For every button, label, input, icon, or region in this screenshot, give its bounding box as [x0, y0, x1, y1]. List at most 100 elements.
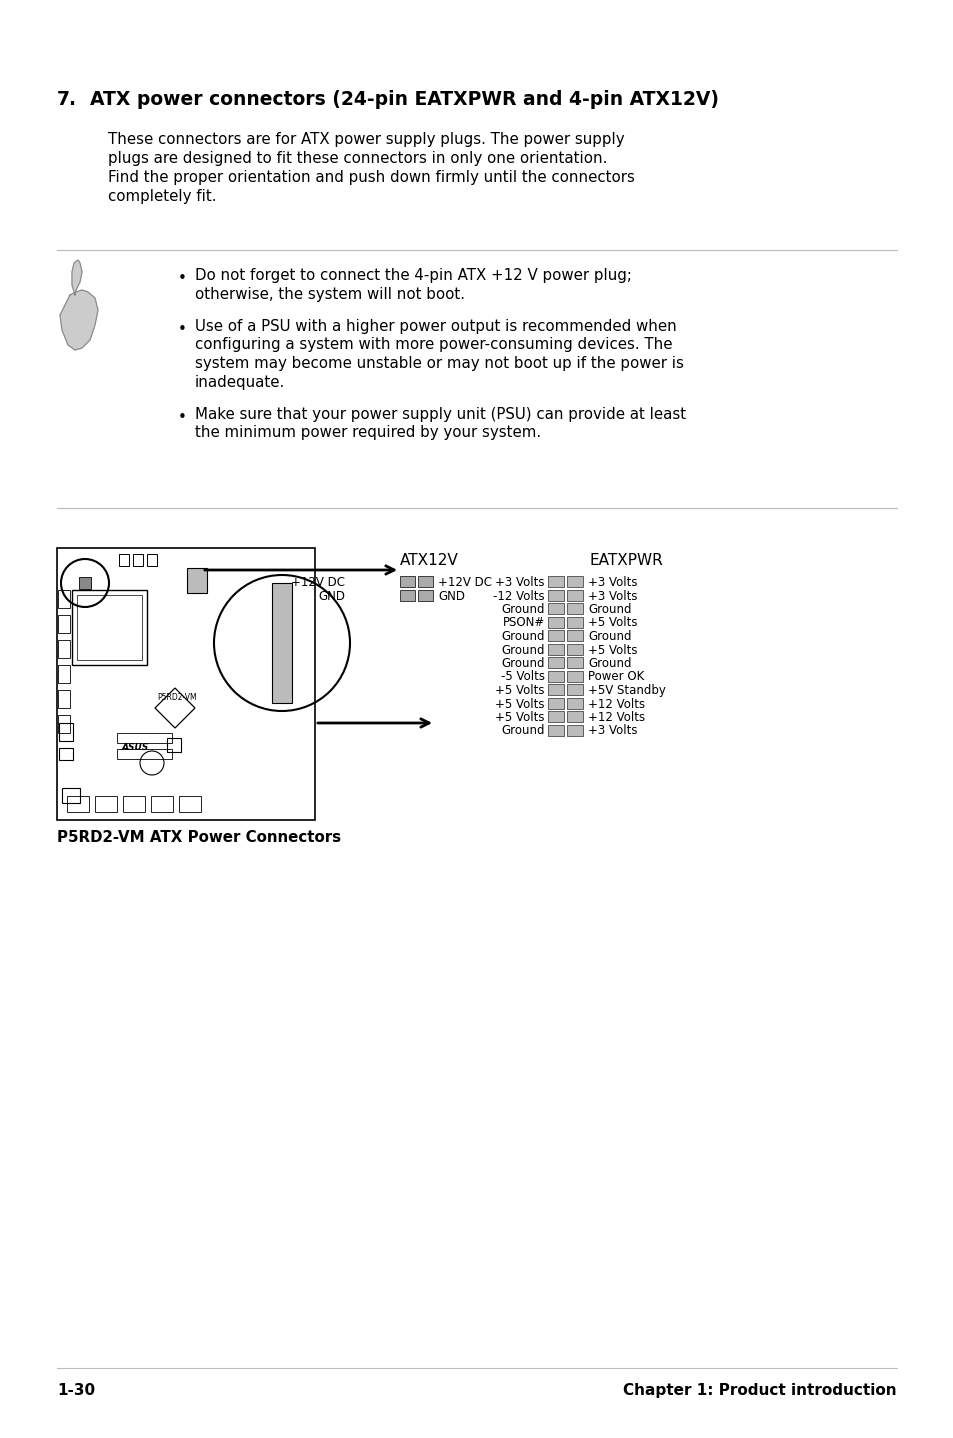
Text: GND: GND	[437, 590, 464, 603]
Text: Ground: Ground	[501, 643, 544, 657]
Text: +5V Standby: +5V Standby	[587, 684, 665, 697]
Bar	[95, 797, 117, 812]
Bar	[547, 590, 563, 601]
Bar	[417, 590, 433, 601]
Text: EATXPWR: EATXPWR	[589, 554, 663, 568]
Bar	[67, 797, 89, 812]
Bar	[119, 554, 129, 567]
Text: Ground: Ground	[501, 603, 544, 615]
Text: Ground: Ground	[587, 630, 631, 643]
Bar	[272, 582, 292, 703]
Bar	[59, 748, 73, 761]
Text: •: •	[178, 322, 187, 336]
Text: Find the proper orientation and push down firmly until the connectors: Find the proper orientation and push dow…	[108, 170, 634, 186]
Bar	[547, 684, 563, 695]
Text: +3 Volts: +3 Volts	[495, 577, 544, 590]
Text: Power OK: Power OK	[587, 670, 643, 683]
Bar	[566, 577, 582, 587]
Text: PSON#: PSON#	[502, 617, 544, 630]
Bar	[566, 617, 582, 627]
Bar	[58, 690, 70, 707]
Bar	[547, 725, 563, 735]
Text: ATX12V: ATX12V	[399, 554, 458, 568]
Text: Do not forget to connect the 4-pin ATX +12 V power plug;: Do not forget to connect the 4-pin ATX +…	[194, 267, 631, 283]
Bar	[71, 590, 147, 664]
Text: •: •	[178, 270, 187, 286]
Text: P5RD2-VM ATX Power Connectors: P5RD2-VM ATX Power Connectors	[57, 830, 341, 846]
Text: These connectors are for ATX power supply plugs. The power supply: These connectors are for ATX power suppl…	[108, 132, 624, 147]
Text: •: •	[178, 410, 187, 426]
Bar	[77, 595, 142, 660]
Text: +3 Volts: +3 Volts	[587, 590, 637, 603]
Bar	[167, 738, 181, 752]
Bar	[547, 643, 563, 654]
Bar	[187, 568, 207, 592]
Text: Ground: Ground	[587, 657, 631, 670]
Bar	[179, 797, 201, 812]
Bar	[566, 603, 582, 614]
Text: ATX power connectors (24-pin EATXPWR and 4-pin ATX12V): ATX power connectors (24-pin EATXPWR and…	[90, 91, 719, 109]
Text: +12 Volts: +12 Volts	[587, 710, 644, 723]
Text: ASUS: ASUS	[122, 743, 149, 752]
Bar	[58, 640, 70, 659]
Bar	[399, 590, 415, 601]
Bar	[547, 617, 563, 627]
Bar	[147, 554, 157, 567]
Text: -12 Volts: -12 Volts	[493, 590, 544, 603]
Text: +3 Volts: +3 Volts	[587, 725, 637, 738]
Text: otherwise, the system will not boot.: otherwise, the system will not boot.	[194, 286, 464, 302]
Bar	[117, 733, 172, 743]
Bar	[59, 723, 73, 741]
Polygon shape	[60, 290, 98, 349]
Bar	[566, 710, 582, 722]
Bar	[399, 577, 415, 587]
Text: Chapter 1: Product introduction: Chapter 1: Product introduction	[622, 1383, 896, 1398]
Text: plugs are designed to fit these connectors in only one orientation.: plugs are designed to fit these connecto…	[108, 151, 607, 165]
Bar	[566, 697, 582, 709]
Bar	[547, 630, 563, 641]
Bar	[117, 749, 172, 759]
Bar	[547, 697, 563, 709]
Text: P5RD2-VM: P5RD2-VM	[157, 693, 196, 702]
Text: +3 Volts: +3 Volts	[587, 577, 637, 590]
Bar	[79, 577, 91, 590]
Text: Ground: Ground	[501, 725, 544, 738]
Bar	[566, 590, 582, 601]
Bar	[547, 670, 563, 682]
Text: -5 Volts: -5 Volts	[500, 670, 544, 683]
Bar	[547, 603, 563, 614]
Bar	[566, 725, 582, 735]
Bar	[547, 710, 563, 722]
Text: the minimum power required by your system.: the minimum power required by your syste…	[194, 426, 540, 440]
Text: Ground: Ground	[501, 630, 544, 643]
Text: Ground: Ground	[587, 603, 631, 615]
Text: 7.: 7.	[57, 91, 77, 109]
Bar	[566, 643, 582, 654]
Text: +5 Volts: +5 Volts	[495, 684, 544, 697]
Text: configuring a system with more power-consuming devices. The: configuring a system with more power-con…	[194, 338, 672, 352]
Bar	[151, 797, 172, 812]
Text: +12V DC: +12V DC	[291, 577, 345, 590]
Bar	[58, 664, 70, 683]
Text: Ground: Ground	[501, 657, 544, 670]
Bar	[566, 657, 582, 669]
Text: 1-30: 1-30	[57, 1383, 95, 1398]
Bar	[58, 715, 70, 733]
Bar	[132, 554, 143, 567]
Text: +12 Volts: +12 Volts	[587, 697, 644, 710]
Bar	[566, 684, 582, 695]
Text: +5 Volts: +5 Volts	[495, 710, 544, 723]
Text: +5 Volts: +5 Volts	[587, 617, 637, 630]
Bar	[58, 615, 70, 633]
Bar	[547, 657, 563, 669]
Bar	[547, 577, 563, 587]
Text: system may become unstable or may not boot up if the power is: system may become unstable or may not bo…	[194, 357, 683, 371]
Text: +12V DC: +12V DC	[437, 577, 492, 590]
Bar	[62, 788, 80, 802]
Bar	[566, 670, 582, 682]
Text: +5 Volts: +5 Volts	[495, 697, 544, 710]
Text: +5 Volts: +5 Volts	[587, 643, 637, 657]
Bar	[417, 577, 433, 587]
Bar	[57, 548, 314, 820]
Bar	[566, 630, 582, 641]
